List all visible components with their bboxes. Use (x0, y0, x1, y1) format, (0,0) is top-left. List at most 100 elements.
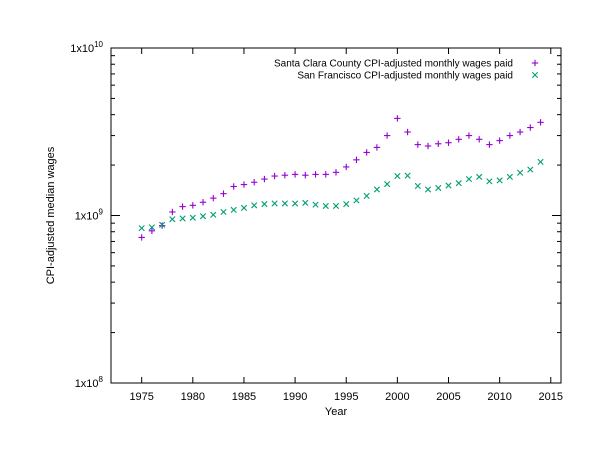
legend-label: San Francisco CPI-adjusted monthly wages… (297, 71, 513, 82)
data-point (343, 163, 350, 171)
data-point (527, 166, 534, 173)
data-point (291, 171, 299, 178)
data-point (384, 180, 391, 188)
data-point (138, 225, 145, 232)
series-2 (138, 158, 544, 232)
data-point (424, 142, 432, 150)
x-tick-label: 1975 (129, 391, 153, 403)
data-point (353, 197, 360, 204)
data-point (373, 144, 381, 151)
data-point (414, 141, 422, 148)
data-point (455, 136, 462, 143)
data-point (210, 194, 217, 202)
data-point (240, 181, 248, 188)
data-point (199, 199, 207, 206)
data-point (363, 149, 370, 156)
y-tick-label: 1x109 (75, 208, 104, 223)
data-point (373, 186, 381, 193)
data-point (465, 175, 473, 183)
data-point (251, 202, 258, 209)
data-point (486, 178, 493, 185)
data-point (537, 119, 544, 126)
plot-frame (110, 47, 562, 384)
data-point (312, 201, 319, 208)
legend-marker (531, 59, 539, 67)
data-point (230, 183, 237, 190)
x-axis-label: Year (325, 406, 348, 418)
data-point (506, 173, 513, 181)
data-point (527, 124, 534, 131)
data-point (476, 173, 483, 181)
data-point (435, 140, 442, 147)
data-point (302, 172, 309, 179)
data-point (414, 182, 421, 190)
data-point (220, 190, 227, 197)
data-point (240, 204, 248, 212)
data-point (343, 200, 350, 208)
data-points (138, 115, 544, 241)
data-point (148, 224, 156, 231)
x-tick-label: 2000 (385, 391, 409, 403)
tick-marks (111, 47, 561, 384)
data-point (394, 115, 401, 122)
data-point (138, 234, 145, 241)
data-point (475, 136, 483, 143)
data-point (159, 221, 166, 228)
data-point (291, 200, 299, 207)
data-point (158, 222, 166, 229)
data-point (271, 172, 278, 180)
data-point (537, 158, 544, 165)
data-point (496, 137, 503, 144)
data-point (189, 202, 197, 209)
data-point (189, 214, 196, 221)
y-axis-label: CPI-adjusted median wages (45, 146, 57, 284)
data-point (404, 128, 411, 136)
data-point (445, 182, 452, 189)
data-point (404, 172, 411, 179)
data-point (506, 132, 514, 139)
data-point (250, 179, 258, 186)
data-point (312, 171, 319, 178)
data-point (199, 213, 207, 220)
data-point (332, 169, 340, 176)
tick-labels: 1975 1980 1985 1990 1995 2000 2005 2010 2015 1x10… (70, 40, 563, 403)
data-point (169, 216, 176, 223)
x-tick-label: 1980 (181, 391, 205, 403)
data-point (516, 128, 524, 136)
x-tick-label: 1995 (334, 391, 358, 403)
legend-label: Santa Clara County CPI-adjusted monthly … (274, 59, 513, 70)
data-point (353, 156, 360, 164)
data-point (445, 139, 452, 146)
y-tick-label: 1x1010 (70, 40, 103, 55)
data-point (465, 132, 473, 139)
data-point (169, 208, 176, 216)
x-tick-label: 2015 (539, 391, 563, 403)
data-point (281, 200, 288, 207)
data-point (179, 215, 186, 222)
data-point (435, 184, 442, 192)
data-point (496, 177, 503, 184)
x-tick-label: 1985 (232, 391, 256, 403)
legend: Santa Clara County CPI-adjusted monthly … (274, 59, 539, 82)
data-point (230, 206, 237, 214)
data-point (394, 172, 401, 180)
x-tick-label: 2010 (487, 391, 511, 403)
data-point (220, 208, 227, 216)
data-point (383, 132, 391, 139)
data-point (261, 200, 268, 208)
data-point (486, 141, 493, 148)
x-tick-label: 1990 (283, 391, 307, 403)
data-point (332, 202, 340, 210)
data-point (271, 200, 278, 207)
data-point (322, 171, 329, 178)
series-1 (138, 115, 544, 241)
data-point (424, 186, 432, 193)
data-point (516, 169, 524, 176)
y-tick-label: 1x108 (75, 375, 104, 390)
data-point (302, 199, 309, 206)
x-tick-label: 2005 (436, 391, 460, 403)
data-point (261, 175, 268, 183)
data-point (148, 227, 156, 235)
data-point (281, 172, 289, 179)
